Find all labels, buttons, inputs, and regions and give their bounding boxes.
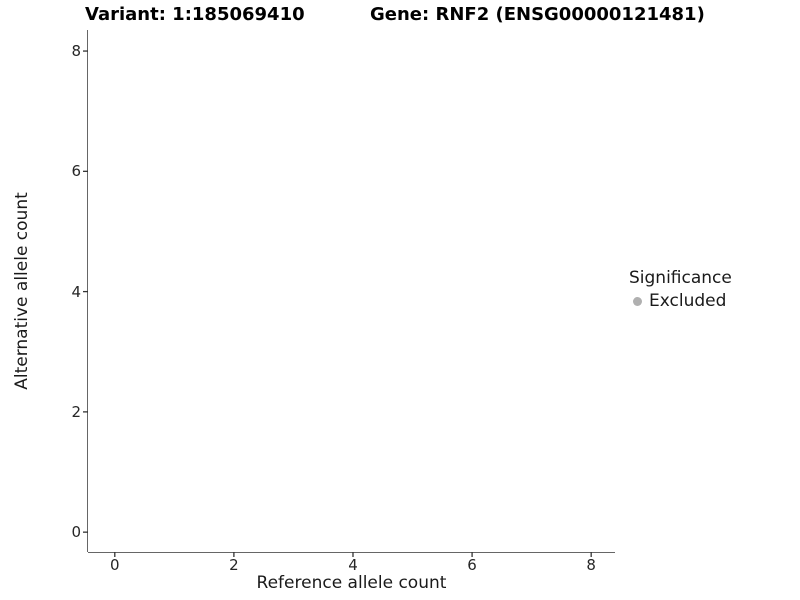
y-tick-label: 6 — [71, 162, 81, 181]
x-tick-label: 0 — [110, 556, 120, 574]
y-tick-label: 0 — [71, 523, 81, 542]
y-tick-label: 8 — [71, 42, 81, 61]
plot-panel — [88, 30, 615, 552]
y-tick-label: 4 — [71, 282, 81, 301]
legend-entry-label: Excluded — [649, 291, 727, 311]
legend-entry-excluded: Excluded — [629, 291, 732, 311]
y-axis-label: Alternative allele count — [12, 192, 32, 390]
y-tick-label: 2 — [71, 402, 81, 421]
legend-title: Significance — [629, 268, 732, 288]
x-tick-label: 6 — [467, 556, 477, 574]
legend-marker-circle-icon — [633, 296, 642, 306]
plot-title-gene: Gene: RNF2 (ENSG00000121481) — [370, 4, 705, 25]
x-tick-label: 4 — [348, 556, 358, 574]
x-axis-label: Reference allele count — [256, 573, 447, 593]
legend: Significance Excluded — [629, 268, 732, 311]
x-tick-label: 8 — [586, 556, 596, 574]
x-tick-label: 2 — [229, 556, 239, 574]
plot-title-variant: Variant: 1:185069410 — [85, 4, 305, 25]
